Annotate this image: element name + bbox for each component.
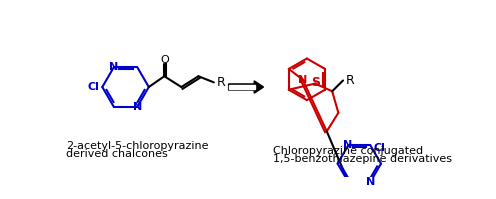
Text: 1,5-benzothiazepine derivatives: 1,5-benzothiazepine derivatives bbox=[273, 154, 452, 164]
Text: R: R bbox=[217, 76, 226, 89]
Text: N: N bbox=[132, 102, 142, 112]
Text: N: N bbox=[343, 140, 352, 150]
Text: O: O bbox=[160, 55, 169, 65]
Text: Cl: Cl bbox=[373, 143, 385, 153]
Text: 2-acetyl-5-chloropyrazine: 2-acetyl-5-chloropyrazine bbox=[66, 141, 208, 151]
Text: R: R bbox=[346, 74, 355, 87]
Text: N: N bbox=[298, 75, 308, 85]
Text: Cl: Cl bbox=[87, 82, 99, 92]
FancyArrow shape bbox=[229, 81, 263, 93]
FancyArrow shape bbox=[229, 86, 255, 89]
Text: N: N bbox=[109, 62, 119, 72]
Text: N: N bbox=[367, 177, 375, 187]
Text: S: S bbox=[310, 76, 319, 89]
Text: Chloropyrazine conjugated: Chloropyrazine conjugated bbox=[273, 145, 423, 156]
Text: derived chalcones: derived chalcones bbox=[66, 149, 168, 159]
